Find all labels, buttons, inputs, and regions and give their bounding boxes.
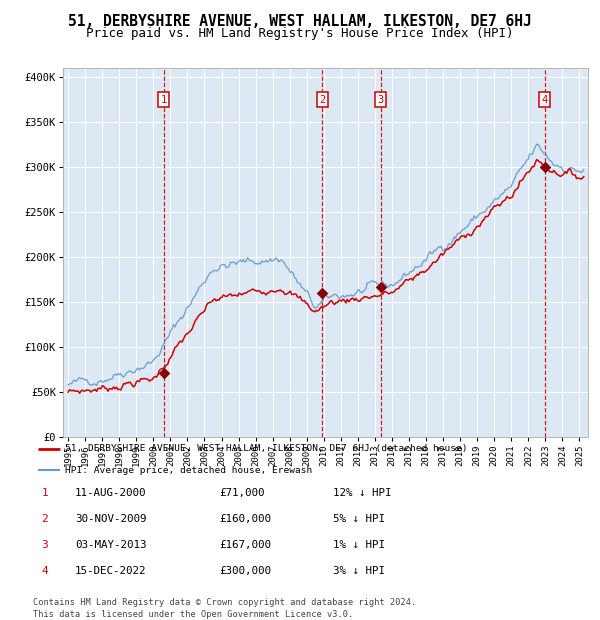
Text: 12% ↓ HPI: 12% ↓ HPI [333, 488, 392, 498]
Text: 4: 4 [41, 566, 49, 576]
Text: 3% ↓ HPI: 3% ↓ HPI [333, 566, 385, 576]
Text: 1% ↓ HPI: 1% ↓ HPI [333, 540, 385, 550]
Point [159, 368, 169, 378]
Point [317, 288, 327, 298]
Text: 03-MAY-2013: 03-MAY-2013 [75, 540, 146, 550]
Text: 51, DERBYSHIRE AVENUE, WEST HALLAM, ILKESTON, DE7 6HJ: 51, DERBYSHIRE AVENUE, WEST HALLAM, ILKE… [68, 14, 532, 29]
Text: £71,000: £71,000 [219, 488, 265, 498]
Text: 2: 2 [41, 514, 49, 524]
Text: £300,000: £300,000 [219, 566, 271, 576]
Text: 15-DEC-2022: 15-DEC-2022 [75, 566, 146, 576]
Text: 1: 1 [161, 95, 167, 105]
Text: 51, DERBYSHIRE AVENUE, WEST HALLAM, ILKESTON, DE7 6HJ (detached house): 51, DERBYSHIRE AVENUE, WEST HALLAM, ILKE… [65, 444, 468, 453]
Text: £160,000: £160,000 [219, 514, 271, 524]
Text: Price paid vs. HM Land Registry's House Price Index (HPI): Price paid vs. HM Land Registry's House … [86, 27, 514, 40]
Point [376, 282, 386, 292]
Text: 4: 4 [542, 95, 548, 105]
Text: HPI: Average price, detached house, Erewash: HPI: Average price, detached house, Erew… [65, 466, 313, 475]
Text: 5% ↓ HPI: 5% ↓ HPI [333, 514, 385, 524]
Point [540, 162, 550, 172]
Text: 2: 2 [319, 95, 326, 105]
Text: 1: 1 [41, 488, 49, 498]
Text: £167,000: £167,000 [219, 540, 271, 550]
Text: Contains HM Land Registry data © Crown copyright and database right 2024.
This d: Contains HM Land Registry data © Crown c… [33, 598, 416, 619]
Text: 3: 3 [377, 95, 384, 105]
Text: 30-NOV-2009: 30-NOV-2009 [75, 514, 146, 524]
Text: 11-AUG-2000: 11-AUG-2000 [75, 488, 146, 498]
Text: 3: 3 [41, 540, 49, 550]
